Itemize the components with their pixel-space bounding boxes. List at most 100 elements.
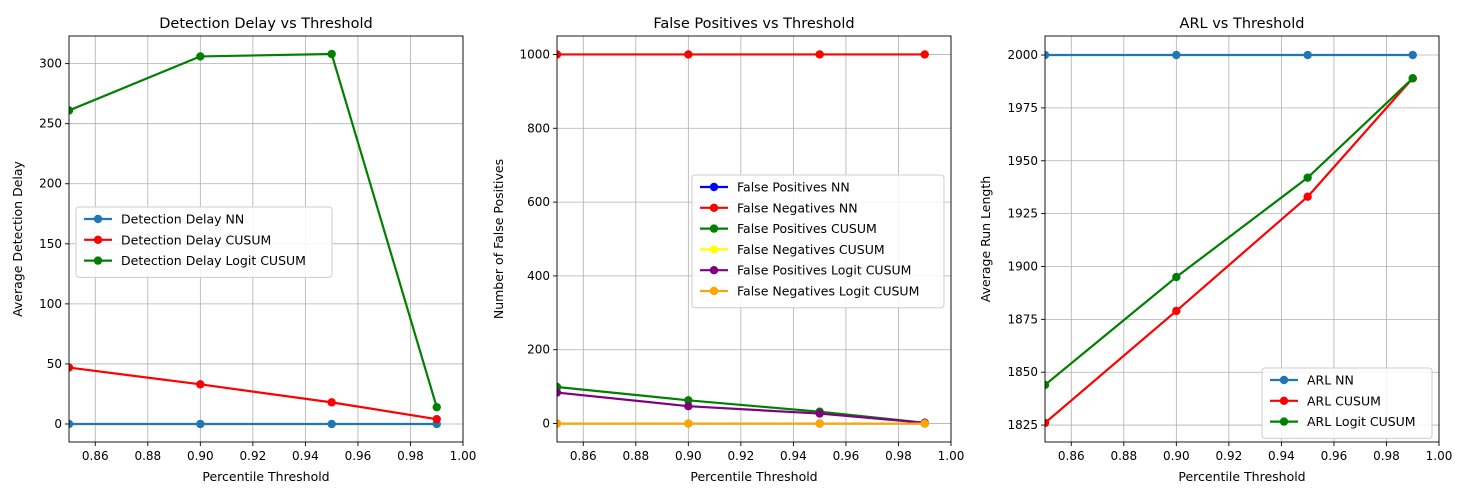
data-point: [327, 398, 336, 407]
legend-marker: [709, 245, 719, 254]
series-line: [69, 52, 438, 408]
x-tick-label: 0.98: [885, 449, 912, 463]
data-point: [684, 419, 693, 428]
legend-marker: [709, 286, 719, 296]
y-tick-label: 1950: [1007, 154, 1038, 168]
legend-marker: [93, 235, 103, 244]
x-tick-label: 0.86: [570, 449, 597, 463]
legend-entry: False Positives NN: [737, 180, 850, 195]
data-point: [1303, 173, 1312, 182]
x-tick-label: 1.00: [1426, 449, 1453, 463]
chart-title: False Positives vs Threshold: [653, 16, 854, 32]
legend-marker: [709, 203, 719, 212]
legend-entry: False Negatives Logit CUSUM: [737, 284, 919, 299]
x-tick-label: 0.86: [82, 449, 109, 463]
data-point: [432, 414, 441, 424]
y-axis-label: Average Detection Delay: [10, 160, 25, 316]
data-point: [1045, 418, 1050, 428]
chart-panel-3: 0.86 0.88 0.90 0.92 0.94 0.96 0.98 1.00 1825 1850…: [978, 16, 1452, 484]
legend-entry: ARL NN: [1307, 373, 1354, 388]
legend-box: [1261, 367, 1433, 439]
data-point: [557, 50, 562, 59]
data-point: [815, 50, 824, 59]
x-axis-label: Percentile Threshold: [1178, 469, 1305, 484]
series-6: [557, 419, 929, 428]
data-point: [196, 52, 205, 61]
legend-entry: False Positives Logit CUSUM: [737, 263, 911, 278]
data-point: [327, 49, 336, 59]
data-point: [1408, 50, 1417, 60]
x-tick-label: 0.86: [1058, 449, 1085, 463]
x-tick-label: 0.96: [345, 449, 372, 463]
data-point: [557, 388, 562, 397]
data-point: [920, 50, 929, 59]
y-tick-label: 0: [542, 417, 550, 431]
y-tick-label: 2000: [1007, 48, 1038, 62]
legend-marker: [709, 266, 719, 275]
y-tick-label: 50: [47, 357, 62, 371]
y-tick-label: 400: [527, 269, 550, 283]
y-tick-label: 300: [39, 57, 62, 71]
chart-title: Detection Delay vs Threshold: [159, 16, 372, 32]
y-tick-label: 0: [54, 417, 62, 431]
chart-title: ARL vs Threshold: [1180, 16, 1305, 32]
x-tick-label: 0.96: [1321, 449, 1348, 463]
x-tick-label: 0.94: [1268, 449, 1295, 463]
axes-frame: [68, 35, 464, 443]
series-3: [69, 49, 441, 412]
data-point: [557, 419, 562, 428]
x-tick-label: 0.96: [833, 449, 860, 463]
legend-marker: [93, 214, 103, 224]
x-tick-label: 0.94: [292, 449, 319, 463]
legend-marker: [1279, 417, 1289, 426]
legend-entry: Detection Delay Logit CUSUM: [121, 253, 306, 268]
legend-marker: [1279, 396, 1289, 405]
y-axis-label: Average Run Length: [978, 176, 993, 302]
series-line: [557, 391, 925, 424]
series-1: [1045, 50, 1417, 60]
legend: Detection Delay NN Detection Delay CUSUM D…: [75, 206, 333, 278]
series-line: [69, 366, 437, 421]
series-2: [69, 363, 441, 424]
x-tick-label: 0.90: [675, 449, 702, 463]
legend-marker: [1279, 375, 1289, 385]
legend-entry: False Positives CUSUM: [737, 221, 877, 236]
data-point: [1172, 272, 1181, 282]
legend-marker: [93, 256, 103, 265]
y-tick-label: 1875: [1007, 312, 1038, 326]
x-tick-label: 0.92: [728, 449, 755, 463]
y-tick-label: 200: [527, 343, 550, 357]
y-tick-label: 150: [39, 237, 62, 251]
x-tick-label: 0.90: [1163, 449, 1190, 463]
x-tick-label: 0.94: [780, 449, 807, 463]
y-axis-label: Number of False Positives: [491, 159, 506, 319]
x-axis-label: Percentile Threshold: [690, 469, 817, 484]
y-tick-label: 100: [39, 297, 62, 311]
x-tick-label: 0.88: [1110, 449, 1137, 463]
y-tick-label: 1925: [1007, 207, 1038, 221]
data-point: [196, 419, 205, 429]
legend-entry: ARL CUSUM: [1307, 393, 1381, 408]
y-tick-label: 250: [39, 117, 62, 131]
data-point: [1408, 74, 1417, 83]
x-tick-label: 0.90: [187, 449, 214, 463]
data-point: [684, 50, 693, 59]
data-point: [69, 419, 74, 429]
y-tick-label: 200: [39, 177, 62, 191]
data-point: [196, 380, 205, 389]
series-2: [557, 50, 929, 59]
chart-panel-1: 0.86 0.88 0.90 0.92 0.94 0.96 0.98 1.00 0 50 100 15…: [10, 16, 476, 484]
legend-entry: False Negatives NN: [737, 200, 858, 215]
x-tick-label: 0.88: [622, 449, 649, 463]
x-tick-label: 1.00: [450, 449, 477, 463]
axes-frame: [1044, 35, 1440, 443]
data-point: [684, 396, 693, 405]
legend: ARL NN ARL CUSUM ARL Logit CUSUM: [1261, 367, 1433, 439]
x-tick-label: 0.88: [134, 449, 161, 463]
series-3: [1045, 74, 1417, 390]
y-tick-label: 1850: [1007, 365, 1038, 379]
x-tick-label: 1.00: [938, 449, 965, 463]
data-point: [1172, 306, 1181, 316]
data-point: [684, 401, 693, 411]
